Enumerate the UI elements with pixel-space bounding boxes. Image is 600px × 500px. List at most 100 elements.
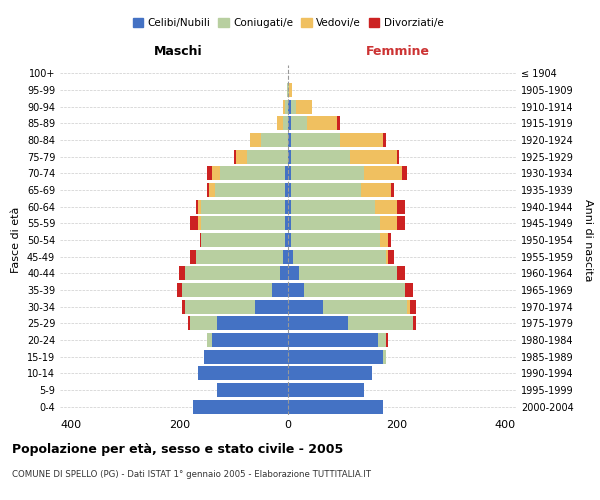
Bar (340, 133, 383, 147)
Bar (285, 233, 288, 247)
Bar (288, 250, 293, 264)
Bar (386, 250, 388, 264)
Bar (288, 366, 372, 380)
Bar (236, 150, 247, 164)
Bar (283, 250, 288, 264)
Bar (307, 116, 337, 130)
Text: Popolazione per età, sesso e stato civile - 2005: Popolazione per età, sesso e stato civil… (12, 442, 343, 456)
Bar (212, 333, 288, 347)
Text: Femmine: Femmine (365, 46, 430, 59)
Bar (285, 200, 288, 214)
Bar (288, 333, 377, 347)
Bar (283, 116, 288, 130)
Bar (288, 400, 383, 414)
Bar (383, 133, 386, 147)
Bar (247, 150, 288, 164)
Bar (182, 300, 185, 314)
Bar (397, 150, 399, 164)
Bar (388, 250, 394, 264)
Bar (288, 233, 291, 247)
Bar (391, 183, 394, 197)
Bar (380, 233, 388, 247)
Bar (285, 100, 288, 114)
Bar (288, 266, 299, 280)
Bar (220, 166, 285, 180)
Bar (272, 283, 288, 297)
Bar (234, 150, 236, 164)
Bar (277, 116, 283, 130)
Bar (177, 283, 182, 297)
Bar (201, 200, 285, 214)
Bar (288, 133, 291, 147)
Text: Maschi: Maschi (154, 46, 203, 59)
Bar (291, 150, 350, 164)
Bar (291, 183, 361, 197)
Bar (209, 183, 215, 197)
Bar (285, 183, 288, 197)
Bar (304, 283, 405, 297)
Bar (323, 300, 407, 314)
Y-axis label: Fasce di età: Fasce di età (11, 207, 21, 273)
Bar (397, 216, 405, 230)
Bar (377, 333, 386, 347)
Text: COMUNE DI SPELLO (PG) - Dati ISTAT 1° gennaio 2005 - Elaborazione TUTTITALIA.IT: COMUNE DI SPELLO (PG) - Dati ISTAT 1° ge… (12, 470, 371, 479)
Bar (200, 233, 201, 247)
Bar (280, 266, 288, 280)
Bar (206, 333, 212, 347)
Bar (291, 200, 375, 214)
Bar (199, 216, 201, 230)
Bar (375, 200, 397, 214)
Bar (289, 83, 292, 97)
Bar (364, 166, 402, 180)
Bar (199, 200, 201, 214)
Bar (388, 233, 391, 247)
Bar (386, 333, 388, 347)
Bar (285, 216, 288, 230)
Bar (288, 150, 291, 164)
Bar (190, 216, 199, 230)
Bar (402, 166, 407, 180)
Bar (291, 233, 380, 247)
Bar (361, 183, 391, 197)
Bar (206, 166, 212, 180)
Bar (217, 383, 288, 397)
Bar (288, 100, 291, 114)
Bar (348, 316, 413, 330)
Bar (291, 133, 340, 147)
Bar (261, 133, 288, 147)
Bar (185, 300, 256, 314)
Bar (397, 266, 405, 280)
Bar (288, 83, 289, 97)
Bar (217, 316, 288, 330)
Bar (405, 283, 413, 297)
Bar (293, 250, 386, 264)
Bar (288, 116, 291, 130)
Bar (288, 300, 323, 314)
Bar (291, 166, 364, 180)
Bar (350, 150, 397, 164)
Bar (296, 100, 313, 114)
Bar (204, 350, 288, 364)
Bar (188, 316, 190, 330)
Bar (291, 116, 307, 130)
Bar (199, 366, 288, 380)
Bar (288, 316, 348, 330)
Bar (337, 116, 340, 130)
Bar (190, 250, 196, 264)
Y-axis label: Anni di nascita: Anni di nascita (583, 198, 593, 281)
Bar (201, 233, 285, 247)
Bar (215, 183, 285, 197)
Bar (288, 200, 291, 214)
Bar (383, 350, 386, 364)
Bar (201, 216, 285, 230)
Bar (288, 216, 291, 230)
Bar (285, 166, 288, 180)
Bar (212, 166, 220, 180)
Bar (256, 300, 288, 314)
Bar (196, 200, 199, 214)
Bar (287, 83, 288, 97)
Bar (182, 283, 272, 297)
Bar (196, 250, 283, 264)
Bar (179, 266, 185, 280)
Bar (185, 266, 280, 280)
